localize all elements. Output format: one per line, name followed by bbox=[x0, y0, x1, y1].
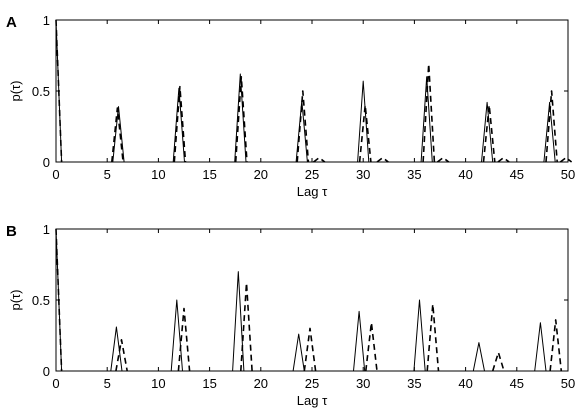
x-tick-label: 5 bbox=[104, 376, 111, 391]
x-tick-label: 0 bbox=[52, 376, 59, 391]
x-tick-label: 0 bbox=[52, 167, 59, 182]
panel-a: A p(τ) Lag τ 0 5 10 15 20 25 30 35 40 45 50 0 0.5 1 bbox=[6, 13, 575, 199]
y-tick-label: 0.5 bbox=[32, 84, 50, 99]
x-tick-label: 15 bbox=[202, 167, 216, 182]
x-tick-label: 45 bbox=[510, 167, 524, 182]
x-tick-label: 5 bbox=[104, 167, 111, 182]
x-tick-label: 20 bbox=[254, 376, 268, 391]
x-tick-label: 10 bbox=[151, 376, 165, 391]
x-tick-label: 35 bbox=[407, 376, 421, 391]
panel-b: B p(τ) Lag τ 0 5 10 15 20 25 30 35 40 45 50 0 0.5 1 bbox=[6, 222, 575, 408]
x-tick-label: 50 bbox=[561, 167, 575, 182]
x-tick-label: 30 bbox=[356, 167, 370, 182]
x-tick-label: 40 bbox=[458, 167, 472, 182]
x-tick-label: 15 bbox=[202, 376, 216, 391]
y-tick-label: 0 bbox=[43, 364, 50, 379]
dashed-series-line bbox=[55, 19, 573, 163]
x-tick-label: 10 bbox=[151, 167, 165, 182]
panel-label: B bbox=[6, 223, 17, 240]
y-tick-label: 0 bbox=[43, 155, 50, 170]
y-tick-label: 1 bbox=[43, 222, 50, 237]
x-tick-label: 25 bbox=[305, 376, 319, 391]
y-axis-label: p(τ) bbox=[8, 289, 23, 310]
x-axis-label: Lag τ bbox=[297, 393, 328, 408]
y-tick-label: 1 bbox=[43, 13, 50, 28]
panel-label: A bbox=[6, 14, 17, 31]
x-tick-label: 35 bbox=[407, 167, 421, 182]
x-tick-label: 45 bbox=[510, 376, 524, 391]
dashed-series-line bbox=[55, 228, 563, 372]
x-axis-label: Lag τ bbox=[297, 184, 328, 199]
y-tick-label: 0.5 bbox=[32, 293, 50, 308]
y-axis-label: p(τ) bbox=[8, 80, 23, 101]
x-tick-label: 25 bbox=[305, 167, 319, 182]
x-tick-label: 20 bbox=[254, 167, 268, 182]
x-tick-label: 30 bbox=[356, 376, 370, 391]
x-tick-label: 40 bbox=[458, 376, 472, 391]
solid-series-line bbox=[55, 19, 568, 163]
x-tick-label: 50 bbox=[561, 376, 575, 391]
